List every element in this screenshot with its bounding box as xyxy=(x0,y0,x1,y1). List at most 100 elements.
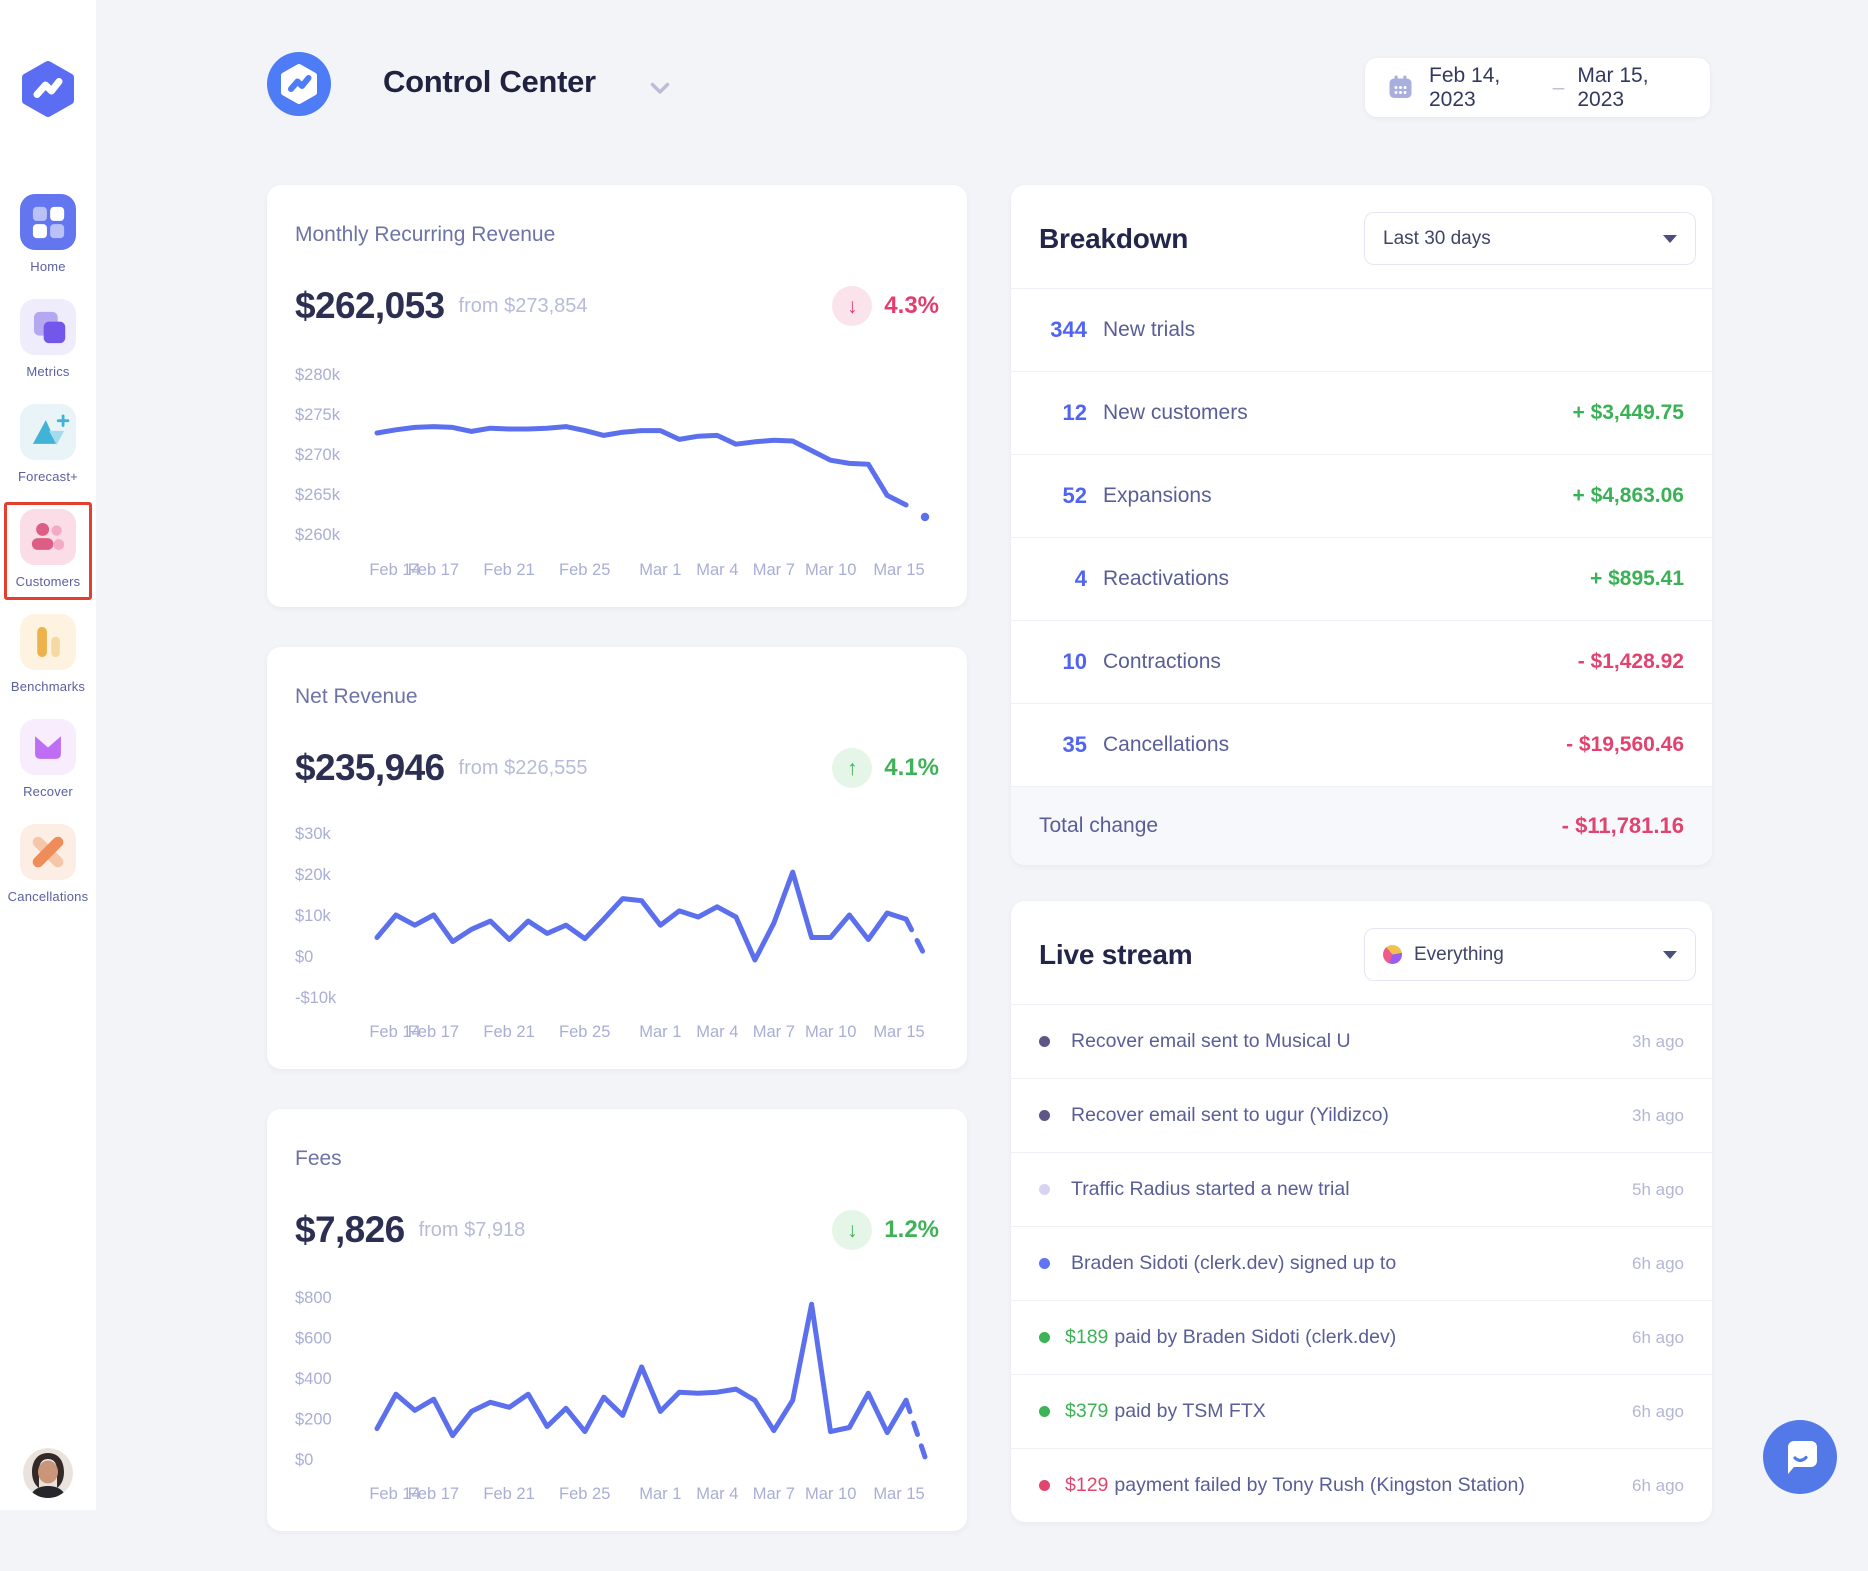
sidebar-item-customers[interactable]: Customers xyxy=(4,502,92,600)
svg-text:$600: $600 xyxy=(295,1330,332,1348)
event-message: payment failed by Tony Rush (Kingston St… xyxy=(1114,1474,1525,1496)
sidebar-nav: Home Metrics Forecast+ Customers Benchma… xyxy=(0,188,96,923)
metric-previous-value: from $7,918 xyxy=(418,1218,526,1241)
metric-title: Net Revenue xyxy=(295,685,418,708)
metrics-icon xyxy=(20,299,76,355)
right-column: Breakdown Last 30 days 344 New trials 12… xyxy=(1011,185,1712,1522)
metric-previous-value: from $226,555 xyxy=(458,756,588,779)
live-stream-item[interactable]: Traffic Radius started a new trial 5h ag… xyxy=(1011,1152,1712,1226)
date-range-picker[interactable]: Feb 14, 2023 – Mar 15, 2023 xyxy=(1365,58,1710,117)
sidebar-item-home[interactable]: Home xyxy=(5,188,91,284)
svg-text:Mar 4: Mar 4 xyxy=(696,1023,738,1041)
sidebar-item-recover[interactable]: Recover xyxy=(5,713,91,809)
breakdown-rows: 344 New trials 12 New customers + $3,449… xyxy=(1011,288,1712,786)
svg-text:Mar 4: Mar 4 xyxy=(696,561,738,579)
breakdown-total-row: Total change - $11,781.16 xyxy=(1011,786,1712,865)
change-percent: 4.3% xyxy=(884,292,939,319)
event-dot-icon xyxy=(1039,1406,1050,1417)
svg-text:Mar 7: Mar 7 xyxy=(753,1023,795,1041)
event-amount: $379 xyxy=(1065,1400,1109,1422)
event-amount: $189 xyxy=(1065,1326,1109,1348)
breakdown-total-label: Total change xyxy=(1039,814,1159,837)
metric-change-badge: ↑ 4.1% xyxy=(832,748,939,788)
metric-card-fees: Fees $7,826 from $7,918 ↓ 1.2% $800 $600 $… xyxy=(267,1109,967,1531)
live-stream-filter-select[interactable]: Everything xyxy=(1364,928,1696,981)
event-dot-icon xyxy=(1039,1332,1050,1343)
event-dot-icon xyxy=(1039,1184,1050,1195)
breakdown-amount: + $3,449.75 xyxy=(1572,401,1684,424)
event-message: paid by Braden Sidoti (clerk.dev) xyxy=(1114,1326,1397,1348)
event-message: Recover email sent to Musical U xyxy=(1071,1030,1351,1052)
live-stream-item[interactable]: Recover email sent to ugur (Yildizco) 3h… xyxy=(1011,1078,1712,1152)
event-time: 6h ago xyxy=(1632,1401,1684,1421)
svg-text:Feb 21: Feb 21 xyxy=(483,561,534,579)
baremetrics-logo[interactable] xyxy=(19,60,77,118)
breakdown-row[interactable]: 10 Contractions - $1,428.92 xyxy=(1011,620,1712,703)
breakdown-count: 52 xyxy=(1062,483,1087,508)
change-arrow-icon: ↓ xyxy=(847,1218,858,1242)
breakdown-amount: - $19,560.46 xyxy=(1566,733,1684,756)
page-title: Control Center xyxy=(383,64,596,99)
live-stream-item[interactable]: Braden Sidoti (clerk.dev) signed up to 6… xyxy=(1011,1226,1712,1300)
breakdown-row[interactable]: 344 New trials xyxy=(1011,288,1712,371)
live-stream-panel: Live stream Everything Recover email sen… xyxy=(1011,901,1712,1522)
breakdown-label: New trials xyxy=(1103,318,1196,341)
svg-text:Mar 10: Mar 10 xyxy=(805,1485,856,1503)
live-stream-item[interactable]: Recover email sent to Musical U 3h ago xyxy=(1011,1004,1712,1078)
svg-text:$270k: $270k xyxy=(295,446,341,464)
event-message: Recover email sent to ugur (Yildizco) xyxy=(1071,1104,1389,1126)
svg-text:Feb 14: Feb 14 xyxy=(369,1485,420,1503)
live-stream-item[interactable]: $379 paid by TSM FTX 6h ago xyxy=(1011,1374,1712,1448)
sidebar-item-benchmarks[interactable]: Benchmarks xyxy=(5,608,91,704)
breakdown-period-select[interactable]: Last 30 days xyxy=(1364,212,1696,265)
breakdown-row[interactable]: 52 Expansions + $4,863.06 xyxy=(1011,454,1712,537)
change-percent: 1.2% xyxy=(884,1216,939,1243)
user-avatar[interactable] xyxy=(23,1448,73,1498)
caret-down-icon xyxy=(1663,234,1677,243)
event-text: Recover email sent to ugur (Yildizco) xyxy=(1065,1104,1389,1127)
sidebar: Home Metrics Forecast+ Customers Benchma… xyxy=(0,0,96,1510)
breakdown-label: Cancellations xyxy=(1103,733,1230,756)
metric-title: Fees xyxy=(295,1147,342,1170)
svg-text:Feb 17: Feb 17 xyxy=(408,1023,459,1041)
sidebar-item-forecast[interactable]: Forecast+ xyxy=(5,398,91,494)
breakdown-count: 35 xyxy=(1062,732,1087,757)
customers-icon xyxy=(20,509,76,565)
metric-change-badge: ↓ 4.3% xyxy=(832,286,939,326)
sidebar-item-metrics[interactable]: Metrics xyxy=(5,293,91,389)
breakdown-title: Breakdown xyxy=(1039,222,1189,254)
chat-bubble-button[interactable] xyxy=(1763,1420,1837,1494)
metric-value: $262,053 xyxy=(295,285,445,326)
event-dot-icon xyxy=(1039,1258,1050,1269)
breakdown-amount: + $4,863.06 xyxy=(1572,484,1684,507)
event-dot-icon xyxy=(1039,1480,1050,1491)
sidebar-item-cancellations[interactable]: Cancellations xyxy=(5,818,91,914)
metric-card-mrr: Monthly Recurring Revenue $262,053 from … xyxy=(267,185,967,607)
svg-text:Feb 14: Feb 14 xyxy=(369,561,420,579)
event-message: Braden Sidoti (clerk.dev) signed up to xyxy=(1071,1252,1397,1274)
svg-text:$260k: $260k xyxy=(295,526,341,544)
control-center-logo xyxy=(267,52,331,116)
event-amount: $129 xyxy=(1065,1474,1109,1496)
live-stream-item[interactable]: $129 payment failed by Tony Rush (Kingsto… xyxy=(1011,1448,1712,1522)
event-time: 6h ago xyxy=(1632,1475,1684,1495)
breakdown-row[interactable]: 4 Reactivations + $895.41 xyxy=(1011,537,1712,620)
svg-text:Feb 21: Feb 21 xyxy=(483,1023,534,1041)
live-stream-item[interactable]: $189 paid by Braden Sidoti (clerk.dev) 6h… xyxy=(1011,1300,1712,1374)
breakdown-amount: + $895.41 xyxy=(1589,567,1684,590)
metric-value: $7,826 xyxy=(295,1209,405,1250)
event-text: $379 paid by TSM FTX xyxy=(1065,1400,1266,1423)
breakdown-row[interactable]: 12 New customers + $3,449.75 xyxy=(1011,371,1712,454)
breakdown-row[interactable]: 35 Cancellations - $19,560.46 xyxy=(1011,703,1712,786)
svg-text:$280k: $280k xyxy=(295,366,341,384)
caret-down-icon xyxy=(1663,950,1677,959)
svg-text:Mar 10: Mar 10 xyxy=(805,561,856,579)
svg-text:Mar 15: Mar 15 xyxy=(873,561,924,579)
event-text: Recover email sent to Musical U xyxy=(1065,1030,1351,1053)
chevron-down-icon[interactable] xyxy=(650,82,670,100)
change-arrow-icon: ↑ xyxy=(847,756,858,780)
svg-text:Feb 17: Feb 17 xyxy=(408,561,459,579)
breakdown-period-value: Last 30 days xyxy=(1383,227,1491,249)
event-time: 5h ago xyxy=(1632,1179,1684,1199)
